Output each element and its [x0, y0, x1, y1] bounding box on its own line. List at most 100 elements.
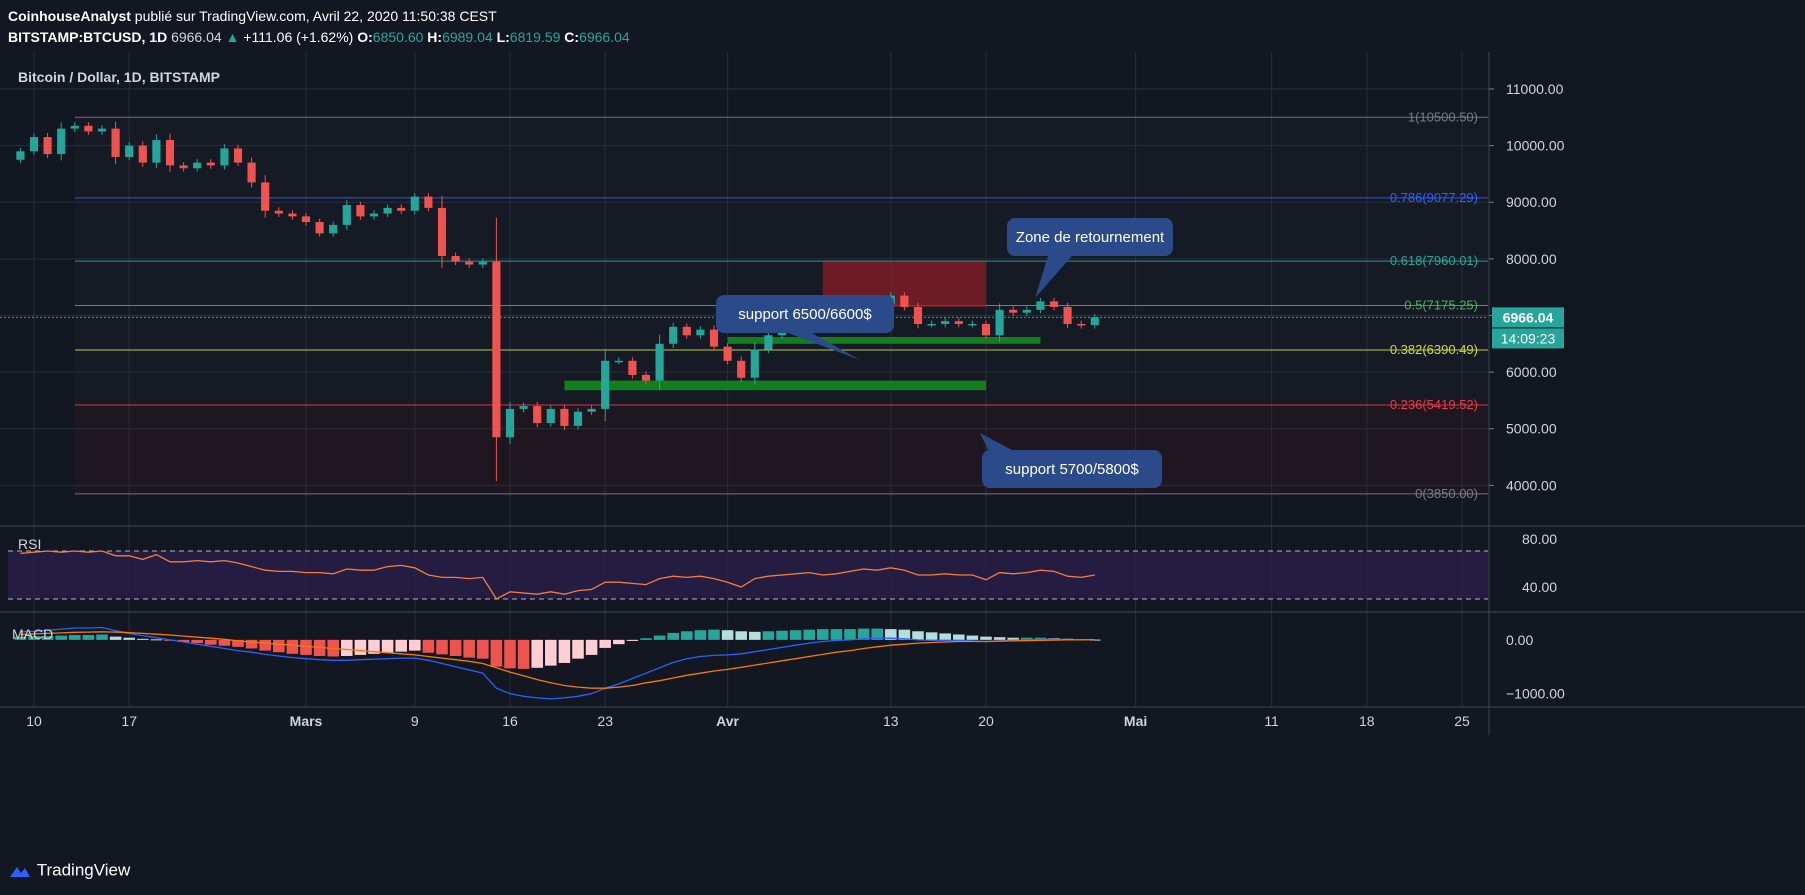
callout-text: support 5700/5800$	[1005, 461, 1139, 478]
annotation-callout: support 5700/5800$	[980, 433, 1162, 488]
candle	[927, 320, 936, 328]
time-tick-label: 23	[597, 713, 613, 729]
macd-histogram-bar	[857, 628, 870, 640]
candle	[301, 212, 311, 226]
rsi-band	[8, 551, 1488, 599]
macd-histogram-bar	[381, 639, 394, 653]
candle-body	[995, 309, 1004, 336]
macd-histogram-bar	[422, 639, 435, 653]
candle	[478, 258, 487, 268]
time-tick-label: 18	[1359, 713, 1375, 729]
candle-body	[111, 128, 120, 157]
callout-pointer	[1035, 256, 1072, 298]
candle-body	[369, 213, 379, 217]
macd-histogram-bar	[789, 630, 802, 640]
callout-box	[982, 450, 1162, 488]
price-chart[interactable]: 1(10500.50) 0.786(9077.29) 0.618(7960.01) 0…	[0, 52, 1805, 850]
symbol-label[interactable]: BITSTAMP:BTCUSD, 1D	[8, 29, 168, 45]
time-tick-label: 16	[502, 713, 518, 729]
price-tick-label: 5000.00	[1506, 421, 1557, 437]
macd-signal-line	[20, 631, 1095, 689]
candle-body	[641, 374, 651, 381]
candle	[97, 125, 107, 135]
candle	[505, 401, 515, 445]
time-tick-label: 11	[1264, 713, 1279, 729]
candle-body	[723, 346, 732, 361]
candle-body	[261, 182, 270, 211]
macd-histogram-bar	[517, 639, 530, 669]
low-value: 6819.59	[509, 29, 561, 45]
candle	[437, 195, 447, 269]
candle-body	[519, 406, 528, 409]
macd-histogram-bar	[137, 638, 149, 640]
candle	[995, 303, 1004, 342]
close-value: 6966.04	[579, 29, 630, 45]
candle	[696, 326, 705, 339]
time-tick-label: 9	[411, 713, 419, 729]
fib-level-label: 0.382(6390.49)	[1390, 342, 1478, 357]
chart-title: Bitcoin / Dollar, 1D, BITSTAMP	[18, 69, 220, 85]
rsi-tick-label: 80.00	[1522, 531, 1557, 547]
candle-body	[16, 151, 25, 160]
macd-histogram-bar	[69, 635, 81, 640]
macd-histogram-bar	[531, 639, 543, 668]
macd-histogram-bar	[708, 629, 720, 640]
time-tick-label: 17	[121, 713, 137, 729]
candle	[125, 142, 134, 161]
candle-body	[927, 323, 936, 326]
chart-header: CoinhouseAnalyst publié sur TradingView.…	[0, 0, 1805, 52]
candle-body	[29, 137, 39, 152]
candle-body	[1036, 301, 1045, 310]
macd-histogram-bar	[28, 636, 40, 640]
candle-body	[628, 360, 637, 375]
candle	[669, 322, 678, 349]
candle	[1022, 306, 1031, 317]
candle-body	[573, 411, 583, 426]
candle	[1036, 297, 1045, 314]
fib-level-label: 0(3850.00)	[1415, 486, 1478, 501]
macd-histogram-bar	[218, 639, 231, 646]
macd-histogram-bar	[925, 632, 938, 640]
candle-body	[97, 128, 107, 132]
low-label: L:	[496, 29, 510, 45]
candle-body	[315, 222, 324, 234]
candle	[43, 132, 52, 159]
tradingview-logo[interactable]: TradingView	[8, 860, 130, 881]
candle-body	[1049, 301, 1059, 307]
callout-box	[1007, 218, 1173, 256]
candle	[1049, 297, 1059, 311]
candle	[709, 325, 719, 351]
macd-histogram-bar	[245, 639, 258, 649]
macd-histogram-bar	[694, 630, 707, 640]
fib-level-label: 0.618(7960.01)	[1390, 253, 1478, 268]
rsi-pane: RSI 40.00 80.00	[8, 531, 1557, 600]
macd-histogram-bar	[953, 634, 965, 640]
footer: TradingView	[0, 850, 1805, 895]
macd-histogram-bar	[749, 631, 761, 640]
macd-histogram-bar	[762, 631, 775, 640]
macd-histogram-bar	[626, 639, 639, 641]
author-name[interactable]: CoinhouseAnalyst	[8, 8, 131, 24]
candle-body	[342, 205, 351, 225]
macd-histogram-bar	[966, 635, 979, 640]
macd-histogram-bar	[912, 631, 924, 640]
candle-body	[70, 125, 79, 129]
fib-level-label: 0.786(9077.29)	[1390, 190, 1478, 205]
open-label: O:	[357, 29, 373, 45]
candle	[641, 371, 651, 384]
macd-histogram-bar	[273, 639, 285, 653]
candle	[519, 402, 528, 413]
candle-body	[1063, 306, 1072, 324]
macd-histogram-bar	[123, 637, 135, 640]
candle	[968, 320, 977, 328]
time-tick-label: 20	[978, 713, 994, 729]
fib-level-label: 1(10500.50)	[1408, 109, 1478, 124]
candle	[424, 193, 433, 212]
macd-histogram-bar	[490, 639, 503, 667]
macd-histogram-bar	[109, 636, 122, 640]
price-tick-label: 6000.00	[1506, 364, 1557, 380]
candle	[913, 302, 923, 329]
candle	[1077, 320, 1086, 329]
candle	[57, 122, 66, 161]
candle-body	[669, 326, 678, 344]
